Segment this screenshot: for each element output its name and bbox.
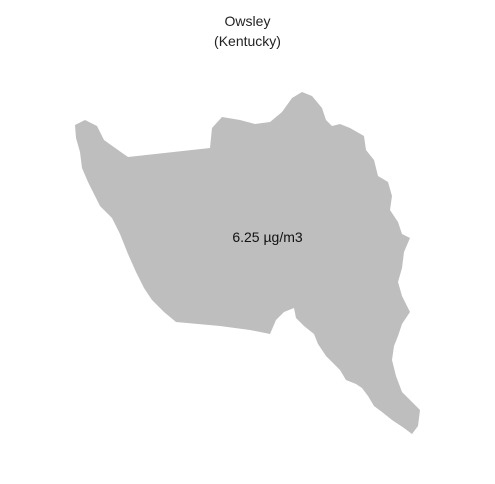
county-name-title: Owsley — [224, 13, 271, 29]
pollution-value-label: 6.25 µg/m3 — [232, 229, 303, 245]
county-shape — [75, 92, 420, 434]
state-subtitle: (Kentucky) — [214, 33, 281, 49]
